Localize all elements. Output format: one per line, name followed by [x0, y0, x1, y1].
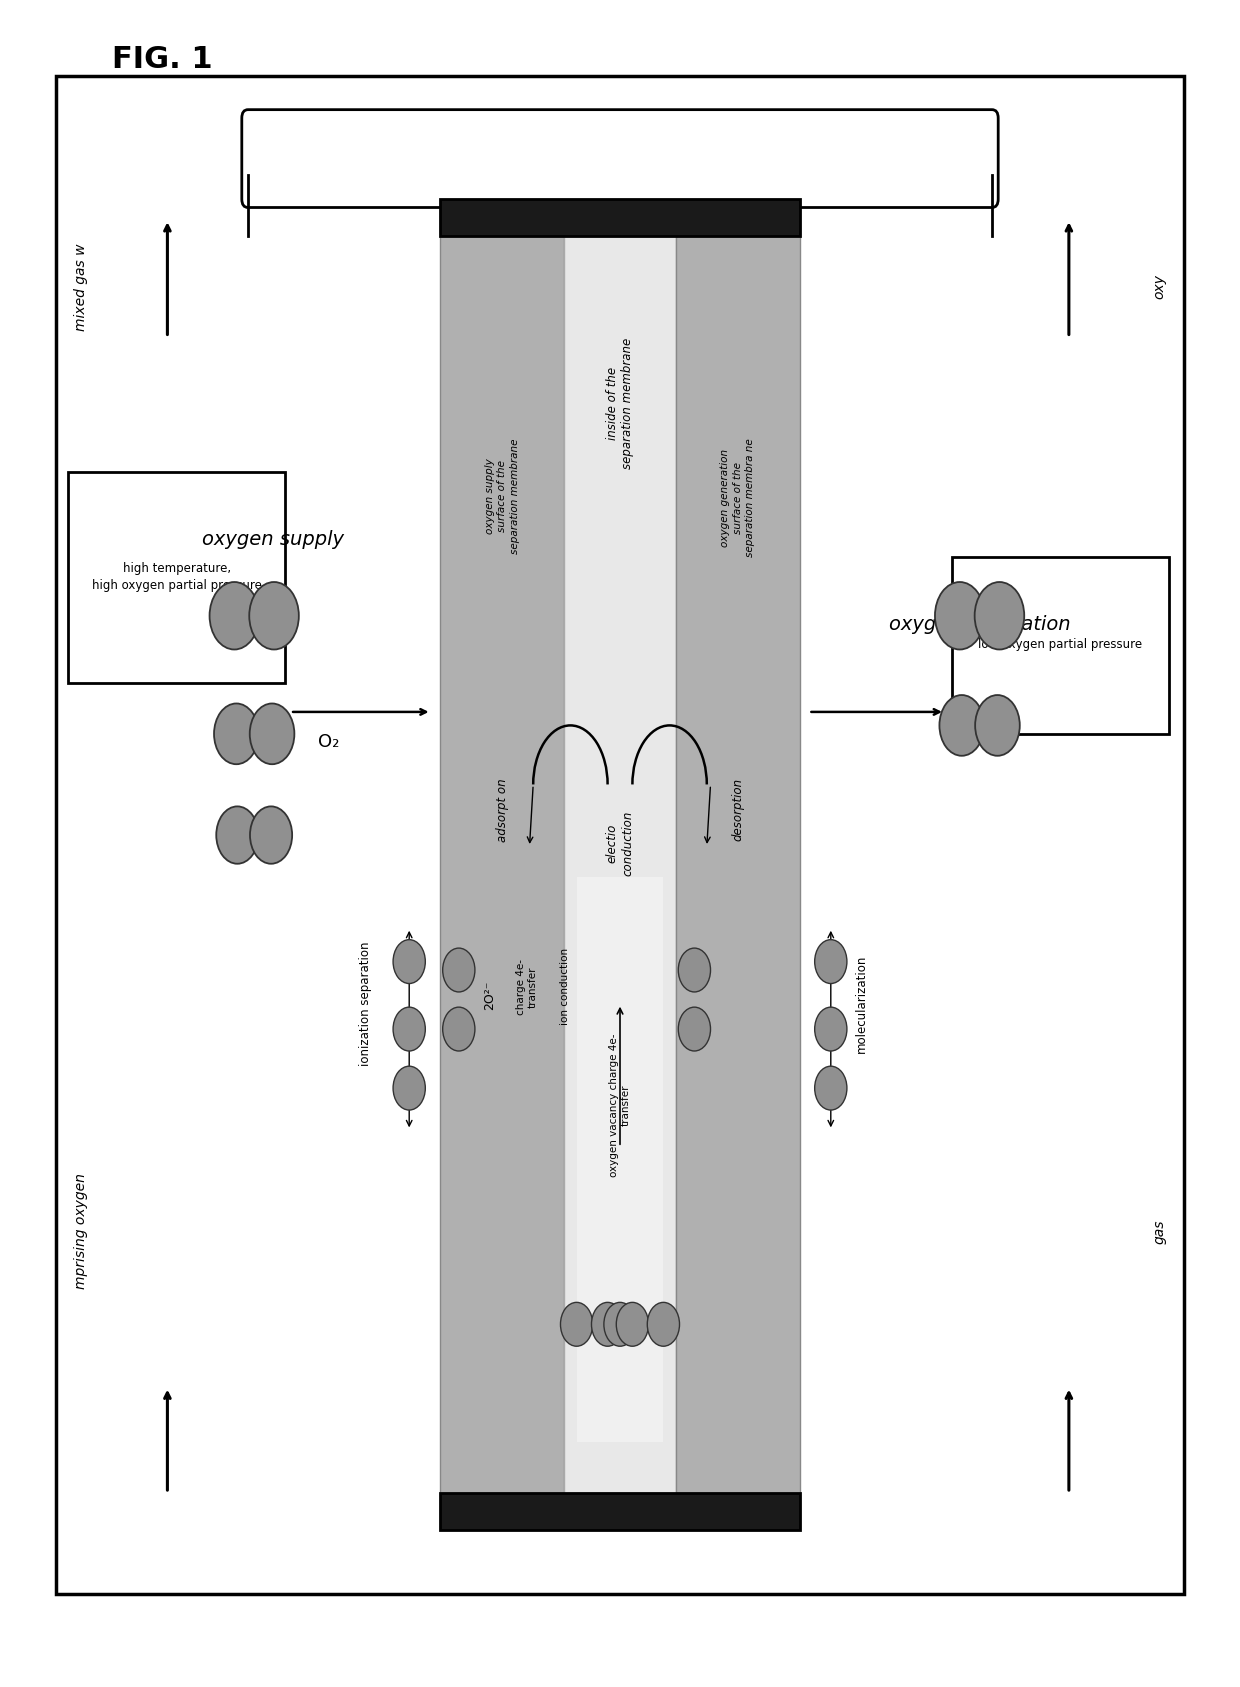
Circle shape [393, 1007, 425, 1051]
Circle shape [215, 703, 259, 764]
Circle shape [940, 695, 985, 756]
Text: low oxygen partial pressure: low oxygen partial pressure [978, 638, 1142, 651]
Text: mprising oxygen: mprising oxygen [73, 1174, 88, 1289]
Circle shape [935, 582, 985, 649]
FancyBboxPatch shape [242, 110, 998, 208]
Text: oxygen supply
surface of the
separation membrane: oxygen supply surface of the separation … [485, 439, 520, 553]
Text: oxygen generation
surface of the
separation membra ne: oxygen generation surface of the separat… [720, 439, 755, 557]
Circle shape [975, 695, 1019, 756]
Circle shape [591, 1302, 624, 1346]
Text: charge 4e-
transfer: charge 4e- transfer [516, 958, 538, 1016]
Text: gas: gas [1152, 1220, 1167, 1243]
Circle shape [249, 582, 299, 649]
Circle shape [815, 1066, 847, 1110]
Text: mixed gas w: mixed gas w [73, 243, 88, 331]
Bar [440, 236, 564, 1493]
Bar [564, 236, 676, 1493]
Bar [952, 557, 1169, 734]
Circle shape [393, 940, 425, 984]
Text: oxy: oxy [1152, 275, 1167, 299]
Text: desorption: desorption [732, 778, 744, 842]
Bar [577, 877, 663, 1442]
Circle shape [249, 703, 294, 764]
Text: FIG. 1: FIG. 1 [112, 44, 212, 74]
Circle shape [616, 1302, 649, 1346]
Bar [440, 1493, 800, 1530]
Circle shape [443, 948, 475, 992]
Circle shape [250, 806, 293, 864]
Text: high temperature,
high oxygen partial pressure: high temperature, high oxygen partial pr… [93, 562, 262, 592]
Text: molecularization: molecularization [856, 955, 868, 1053]
Text: ionization separation: ionization separation [360, 941, 372, 1066]
Text: oxygen vacancy charge 4e-
transfer: oxygen vacancy charge 4e- transfer [609, 1032, 631, 1178]
Circle shape [216, 806, 258, 864]
Bar [68, 472, 285, 683]
Bar [440, 199, 800, 236]
Text: adsorpt on: adsorpt on [496, 778, 508, 842]
Circle shape [393, 1066, 425, 1110]
Circle shape [975, 582, 1024, 649]
Circle shape [815, 1007, 847, 1051]
Bar [676, 236, 800, 1493]
Circle shape [560, 1302, 593, 1346]
Text: oxygen separation: oxygen separation [889, 614, 1070, 634]
Circle shape [678, 1007, 711, 1051]
Circle shape [210, 582, 259, 649]
Circle shape [604, 1302, 636, 1346]
Text: electio
conduction: electio conduction [605, 811, 635, 876]
Circle shape [678, 948, 711, 992]
Text: 2O²⁻: 2O²⁻ [484, 980, 496, 1011]
Circle shape [647, 1302, 680, 1346]
Text: ion conduction: ion conduction [560, 948, 570, 1026]
Text: oxygen supply: oxygen supply [202, 530, 343, 550]
Circle shape [815, 940, 847, 984]
Text: O₂: O₂ [317, 734, 340, 751]
Circle shape [443, 1007, 475, 1051]
Text: inside of the
separation membrane: inside of the separation membrane [605, 337, 635, 469]
